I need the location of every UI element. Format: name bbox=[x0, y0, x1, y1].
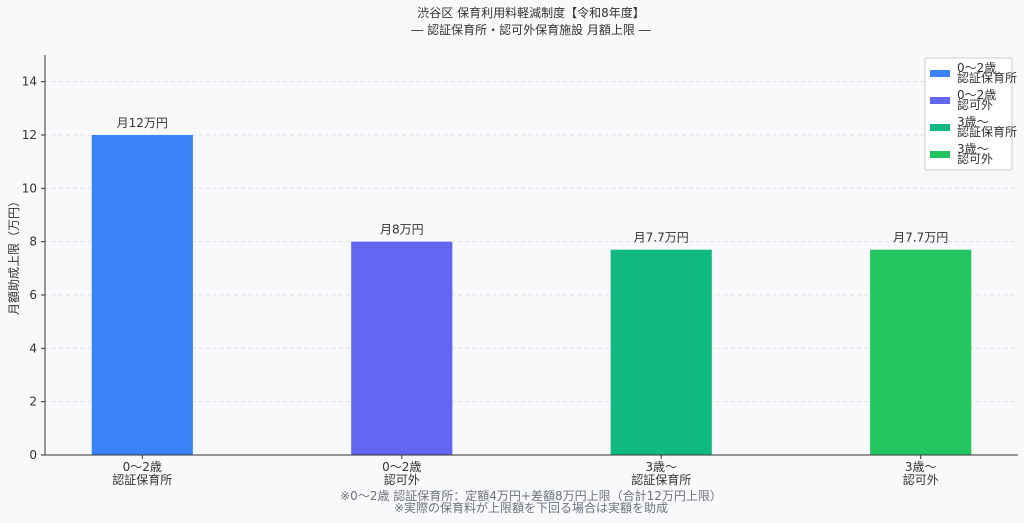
x-tick-label: 0〜2歳認可外 bbox=[382, 460, 421, 487]
legend-swatch bbox=[930, 97, 950, 104]
footnote: ※実際の保育料が上限額を下回る場合は実額を助成 bbox=[394, 500, 668, 515]
legend-swatch bbox=[930, 151, 950, 158]
bar bbox=[91, 135, 193, 455]
legend-label: 0〜2歳認可外 bbox=[957, 88, 996, 112]
x-tick-label: 0〜2歳認証保育所 bbox=[112, 460, 172, 487]
value-label: 月7.7万円 bbox=[634, 231, 689, 245]
y-tick-label: 12 bbox=[22, 128, 37, 142]
bar bbox=[351, 241, 453, 455]
bar bbox=[610, 249, 712, 455]
legend-label: 3歳〜認証保育所 bbox=[957, 115, 1017, 139]
value-label: 月8万円 bbox=[380, 223, 424, 237]
y-tick-label: 8 bbox=[29, 235, 37, 249]
y-tick-label: 14 bbox=[22, 75, 37, 89]
y-tick-label: 10 bbox=[22, 181, 37, 195]
footnote: ※0〜2歳 認証保育所：定額4万円+差額8万円上限（合計12万円上限） bbox=[340, 488, 722, 503]
value-label: 月7.7万円 bbox=[893, 231, 948, 245]
legend-swatch bbox=[930, 124, 950, 131]
chart-subtitle: ― 認証保育所・認可外保育施設 月額上限 ― bbox=[411, 22, 650, 37]
legend-box bbox=[924, 57, 1013, 171]
x-tick-label: 3歳〜認証保育所 bbox=[631, 460, 691, 487]
y-tick-label: 2 bbox=[29, 395, 37, 409]
x-tick-label: 3歳〜認可外 bbox=[903, 460, 939, 487]
value-label: 月12万円 bbox=[117, 116, 168, 130]
legend-swatch bbox=[930, 70, 950, 77]
y-axis-label: 月額助成上限（万円） bbox=[7, 195, 21, 315]
y-tick-label: 0 bbox=[29, 448, 37, 462]
bar bbox=[870, 249, 972, 455]
legend-label: 3歳〜認可外 bbox=[957, 142, 993, 166]
legend-label: 0〜2歳認証保育所 bbox=[957, 61, 1017, 85]
y-tick-label: 6 bbox=[29, 288, 37, 302]
chart-title: 渋谷区 保育利用料軽減制度【令和8年度】 bbox=[417, 5, 644, 20]
y-tick-label: 4 bbox=[29, 341, 37, 355]
